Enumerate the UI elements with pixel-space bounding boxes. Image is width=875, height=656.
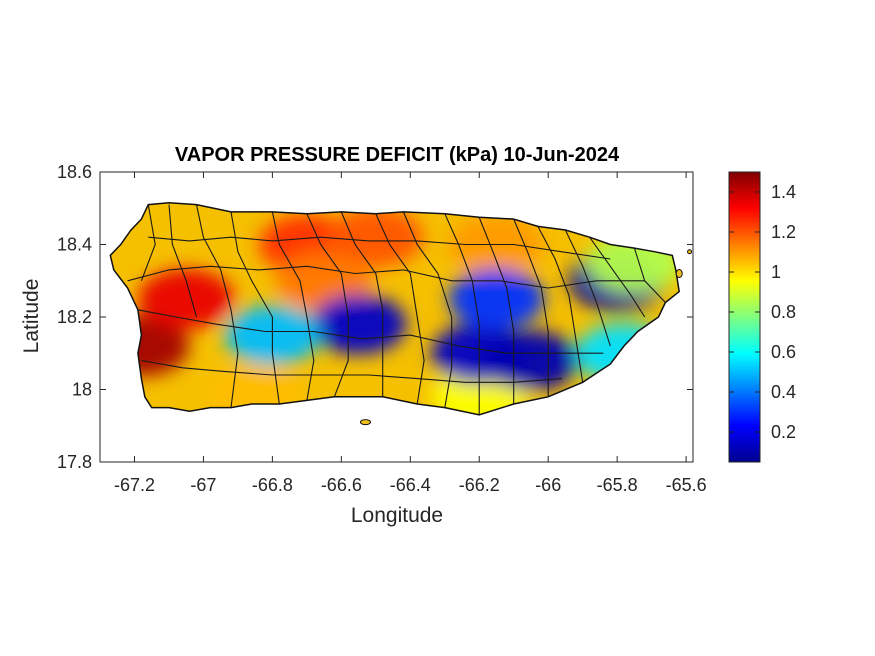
municipality-boundary: [564, 229, 611, 347]
colorbar-tick-label: 1.4: [771, 182, 796, 202]
vpd-field-blob: [327, 207, 424, 268]
y-tick-label: 17.8: [57, 452, 92, 472]
colorbar-ticks: 0.2 0.4 0.6 0.8 1 1.2 1.4: [729, 182, 796, 442]
chart-title: VAPOR PRESSURE DEFICIT (kPa) 10-Jun-2024: [175, 144, 620, 166]
municipality-boundary: [230, 211, 280, 405]
colorbar-tick-label: 1: [771, 262, 781, 282]
municipality-boundary: [148, 236, 611, 260]
vpd-field-blob: [448, 268, 545, 329]
x-axis-ticks: -67.2 -67 -66.8 -66.6 -66.4 -66.2 -66 -65.8 -65.…: [114, 172, 707, 495]
islet: [359, 419, 371, 426]
x-tick-label: -66.4: [390, 475, 431, 495]
y-axis-label: Latitude: [20, 279, 43, 354]
coastline: [109, 202, 681, 416]
islets: [359, 249, 693, 426]
municipality-boundary: [444, 213, 480, 415]
islet: [687, 249, 693, 255]
y-tick-label: 18.2: [57, 307, 92, 327]
municipality-boundary: [137, 309, 604, 354]
islet: [675, 269, 683, 278]
y-axis-ticks: 17.8 18 18.2 18.4 18.6: [57, 162, 693, 472]
municipality-boundary: [375, 213, 425, 405]
x-tick-label: -66.8: [252, 475, 293, 495]
vpd-field-blob: [310, 294, 407, 355]
x-axis-label: Longitude: [351, 504, 443, 527]
y-tick-label: 18.6: [57, 162, 92, 182]
colorbar-tick-label: 0.2: [771, 422, 796, 442]
y-tick-label: 18.4: [57, 235, 92, 255]
vpd-field-blob: [138, 268, 235, 329]
colorbar-tick-label: 0.4: [771, 382, 796, 402]
municipality-boundaries: [127, 204, 666, 415]
municipality-boundary: [168, 204, 198, 318]
x-tick-label: -66.2: [459, 475, 500, 495]
municipality-boundary: [306, 213, 349, 397]
municipality-boundary: [340, 211, 384, 397]
colorbar: 0.2 0.4 0.6 0.8 1 1.2 1.4: [728, 171, 796, 463]
municipality-boundary: [271, 211, 315, 401]
municipality-boundary: [478, 217, 515, 404]
x-tick-label: -65.8: [597, 475, 638, 495]
colorbar-tick-label: 1.2: [771, 222, 796, 242]
colorbar-gradient: [728, 171, 761, 463]
municipality-boundary: [195, 204, 239, 408]
colorbar-tick-label: 0.6: [771, 342, 796, 362]
municipality-boundary: [402, 211, 453, 408]
x-tick-label: -67: [190, 475, 216, 495]
municipality-boundary: [140, 204, 156, 281]
colorbar-tick-label: 0.8: [771, 302, 796, 322]
x-tick-label: -65.6: [666, 475, 707, 495]
x-tick-label: -67.2: [114, 475, 155, 495]
island-heatmap: [109, 202, 693, 426]
municipality-boundary: [127, 265, 645, 289]
x-tick-label: -66: [535, 475, 561, 495]
municipality-boundary: [141, 359, 563, 383]
vpd-field-blob: [482, 330, 579, 391]
y-tick-label: 18: [72, 380, 92, 400]
x-tick-label: -66.6: [321, 475, 362, 495]
